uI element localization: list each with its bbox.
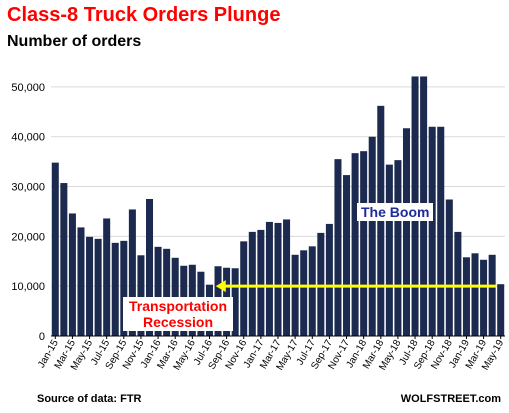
bar-feb-17	[265, 221, 273, 336]
y-axis-tick-labels: 0 10,000 20,000 30,000 40,000 50,000	[11, 82, 45, 343]
bar-oct-15	[128, 209, 136, 336]
bar-mar-15	[68, 213, 76, 336]
bar-oct-18	[437, 126, 445, 336]
bar-apr-19	[488, 254, 496, 336]
bar-jul-15	[103, 218, 111, 336]
y-tick-label: 50,000	[11, 82, 45, 94]
bar-dec-18	[454, 231, 462, 336]
bar-dec-17	[351, 153, 359, 336]
bar-jan-17	[257, 229, 265, 336]
bar-jan-15	[51, 162, 59, 336]
bar-apr-18	[385, 164, 393, 336]
bar-nov-16	[240, 241, 248, 336]
bar-dec-15	[146, 199, 154, 336]
recession-annotation: Transportation Recession	[123, 297, 234, 331]
bar-jan-16	[154, 246, 162, 336]
bar-may-19	[497, 284, 505, 336]
x-axis-tick-labels: Jan-15Mar-15May-15Jul-15Sep-15Nov-15Jan-…	[36, 336, 507, 372]
site-credit: WOLFSTREET.com	[400, 393, 501, 405]
bar-may-15	[86, 236, 94, 336]
bar-jan-19	[462, 257, 470, 336]
bar-jan-18	[360, 151, 368, 336]
bar-sep-17	[325, 223, 333, 336]
bar-oct-17	[334, 159, 342, 336]
y-tick-label: 10,000	[11, 281, 45, 293]
bar-aug-15	[111, 242, 119, 336]
boom-annotation: The Boom	[357, 203, 434, 221]
y-tick-label: 40,000	[11, 132, 45, 144]
reference-arrow-head	[215, 280, 226, 293]
bar-jun-15	[94, 238, 102, 336]
y-tick-label: 30,000	[11, 182, 45, 194]
bar-jun-17	[300, 250, 308, 336]
bar-oct-16	[231, 268, 239, 336]
bars	[51, 76, 505, 336]
y-tick-label: 20,000	[11, 231, 45, 243]
bar-apr-17	[283, 219, 291, 336]
bar-sep-18	[428, 126, 436, 336]
bar-mar-16	[171, 257, 179, 336]
bar-nov-18	[445, 199, 453, 336]
recession-annotation-line2: Recession	[142, 314, 214, 330]
chart-subtitle: Number of orders	[7, 33, 142, 50]
bar-mar-17	[274, 222, 282, 336]
bar-nov-15	[137, 255, 145, 336]
recession-annotation-line1: Transportation	[129, 298, 228, 314]
bar-apr-15	[77, 227, 85, 336]
reference-arrow	[215, 280, 497, 293]
bar-aug-17	[317, 232, 325, 336]
bar-feb-19	[471, 253, 479, 336]
bar-jun-18	[402, 128, 410, 336]
bar-feb-15	[60, 183, 68, 336]
bar-may-17	[291, 254, 299, 336]
bar-mar-19	[480, 259, 488, 336]
data-source: Source of data: FTR	[37, 393, 142, 405]
bar-may-18	[394, 160, 402, 336]
bar-jul-17	[308, 246, 316, 336]
bar-nov-17	[343, 175, 351, 336]
bar-dec-16	[248, 231, 256, 336]
bar-feb-18	[368, 136, 376, 336]
y-tick-label: 0	[39, 331, 45, 343]
bar-sep-15	[120, 240, 128, 336]
chart-title: Class-8 Truck Orders Plunge	[7, 4, 281, 26]
bar-feb-16	[163, 248, 171, 336]
